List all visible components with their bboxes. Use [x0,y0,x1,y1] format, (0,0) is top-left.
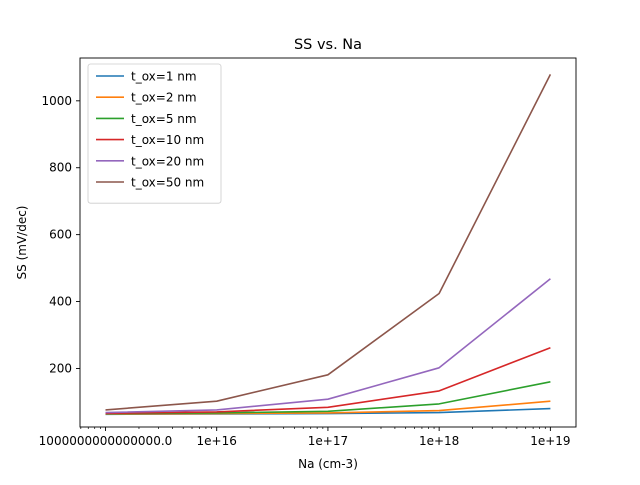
legend: t_ox=1 nm t_ox=2 nm t_ox=5 nm t_ox=10 nm t_o… [87,63,222,204]
y-axis: 200 400 600 800 1000 [41,94,80,375]
y-tick-label: 400 [49,295,72,309]
x-tick-label: 1e+18 [419,434,459,448]
y-axis-label: SS (mV/dec) [15,206,29,280]
x-axis-label: Na (cm-3) [298,457,358,471]
legend-label: t_ox=50 nm [131,176,204,190]
x-tick-label: 1000000000000000.0 [39,434,173,448]
series-line-4 [105,346,551,415]
x-tick-label: 1e+16 [197,434,237,448]
x-tick-label: 1e+19 [530,434,570,448]
series-line-6 [105,74,552,411]
plot-lines [105,74,552,416]
y-tick-label: 1000 [41,94,72,108]
legend-label: t_ox=5 nm [131,112,197,126]
y-tick-label: 200 [49,361,72,375]
chart-title: SS vs. Na [294,37,362,53]
legend-label: t_ox=2 nm [131,91,197,105]
y-tick-label: 800 [49,161,72,175]
y-tick-label: 600 [49,228,72,242]
legend-label: t_ox=1 nm [131,70,197,84]
legend-label: t_ox=20 nm [131,154,204,168]
x-tick-label: 1e+17 [308,434,348,448]
series-line-5 [105,278,551,414]
legend-box [87,63,222,204]
legend-label: t_ox=10 nm [131,133,204,147]
x-axis: 1000000000000000.0 1e+16 1e+17 1e+18 1e+19 [39,427,571,448]
